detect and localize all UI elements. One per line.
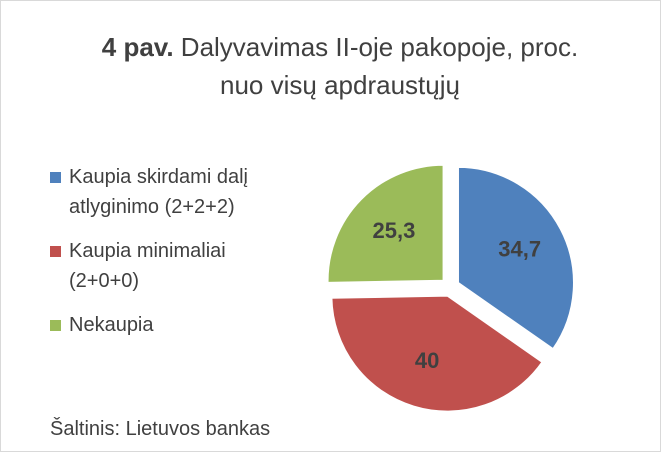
data-label: 34,7 xyxy=(498,236,541,261)
legend-swatch xyxy=(50,172,61,183)
pie-slice xyxy=(326,163,445,284)
legend-item: Nekaupia xyxy=(50,310,300,340)
legend-item: Kaupia skirdami dalį atlyginimo (2+2+2) xyxy=(50,162,300,222)
data-label: 25,3 xyxy=(372,218,415,243)
legend-swatch xyxy=(50,246,61,257)
legend-label: Kaupia minimaliai (2+0+0) xyxy=(69,240,226,292)
legend-label: Nekaupia xyxy=(69,314,154,336)
legend-label: Kaupia skirdami dalį atlyginimo (2+2+2) xyxy=(69,166,248,218)
data-label: 40 xyxy=(415,348,439,373)
title-prefix: 4 pav. xyxy=(101,32,174,62)
legend-item: Kaupia minimaliai (2+0+0) xyxy=(50,236,300,296)
legend: Kaupia skirdami dalį atlyginimo (2+2+2) K… xyxy=(50,162,300,354)
pie-slice xyxy=(330,294,544,413)
pie-slice xyxy=(456,165,575,351)
source-note: Šaltinis: Lietuvos bankas xyxy=(50,418,271,440)
title-text: Dalyvavimas II-oje pakopoje, proc. nuo v… xyxy=(180,32,579,100)
chart-title: 4 pav. Dalyvavimas II-oje pakopoje, proc… xyxy=(90,28,590,104)
legend-swatch xyxy=(50,320,61,331)
